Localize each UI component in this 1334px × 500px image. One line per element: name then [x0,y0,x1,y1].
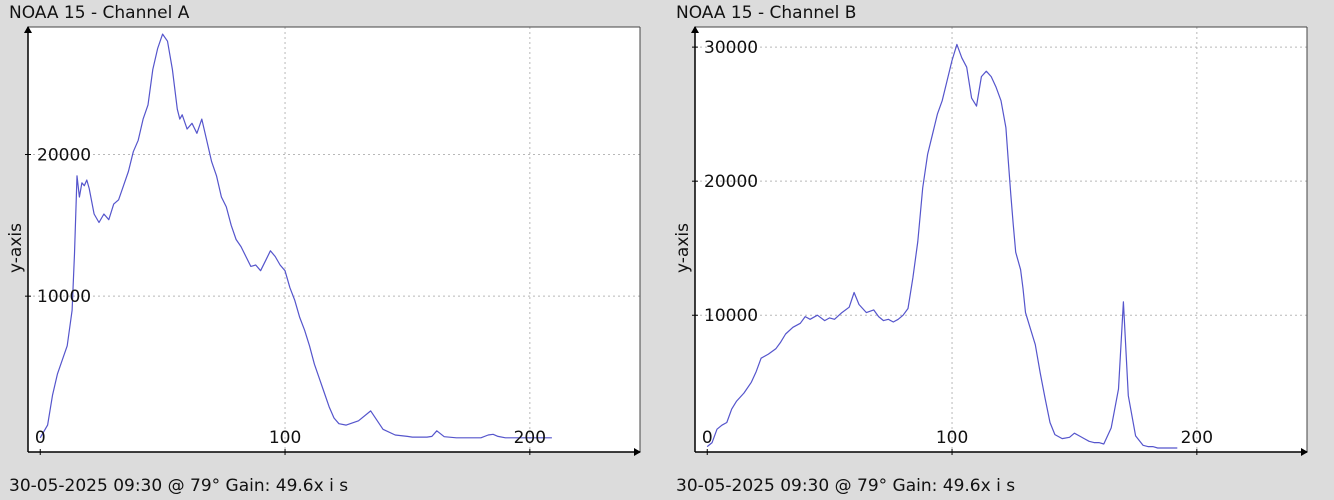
y-tick-label: 30000 [704,38,758,58]
x-tick-label: 0 [702,428,713,448]
plot-area [695,27,1307,452]
chart-footer: 30-05-2025 09:30 @ 79° Gain: 49.6x i s [9,476,348,496]
plot-area [28,27,640,452]
y-tick-label: 10000 [704,306,758,326]
y-axis-arrow-icon [24,26,32,33]
chart-title: NOAA 15 - Channel A [9,3,190,23]
series-line [39,33,552,439]
chart-panel-channel-b: NOAA 15 - Channel B 0 100 200 10000 20000 300… [667,0,1334,500]
timestamp-gain-text: 30-05-2025 09:30 @ 79° Gain: 49.6 [9,476,314,496]
x-axis-arrow-icon [1301,448,1308,456]
x-tick-label: 200 [1181,428,1213,448]
y-axis-label: y-axis [6,223,26,273]
x-axis-arrow-icon [634,448,641,456]
x-axis-label: x i s [313,476,349,496]
x-tick-label: 0 [35,428,46,448]
y-axis-label: y-axis [673,223,693,273]
chart-footer: 30-05-2025 09:30 @ 79° Gain: 49.6x i s [676,476,1015,496]
timestamp-gain-text: 30-05-2025 09:30 @ 79° Gain: 49.6 [676,476,981,496]
y-tick-label: 10000 [37,287,91,307]
chart-canvas: 0 100 200 10000 20000 y-axis [6,26,641,456]
y-tick-label: 20000 [704,172,758,192]
x-tick-label: 200 [514,428,546,448]
x-tick-label: 100 [936,428,968,448]
chart-panel-channel-a: NOAA 15 - Channel A 0 100 200 10000 20000 y-a… [6,3,641,496]
x-axis-label: x i s [980,476,1016,496]
x-tick-label: 100 [269,428,301,448]
y-tick-label: 20000 [37,146,91,166]
y-axis-arrow-icon [691,26,699,33]
series-line [706,43,1178,449]
chart-canvas: 0 100 200 10000 20000 30000 y-axis [673,26,1308,456]
chart-title: NOAA 15 - Channel B [676,3,857,23]
